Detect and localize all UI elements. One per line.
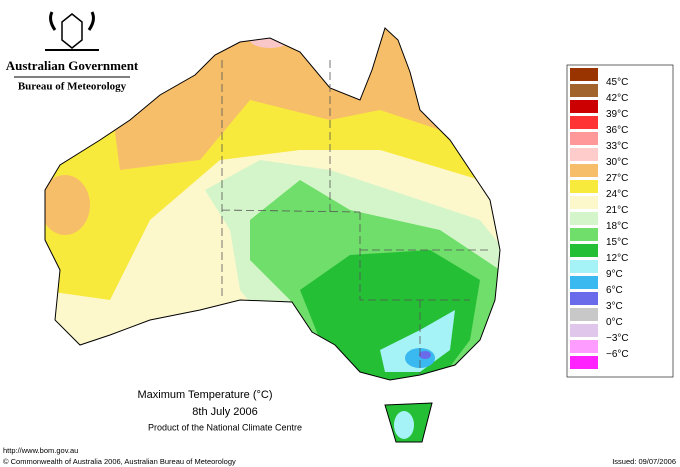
legend-swatch	[570, 116, 598, 129]
legend-label: 36°C	[606, 125, 628, 136]
legend-label: 42°C	[606, 93, 628, 104]
map-date: 8th July 2006	[192, 406, 257, 418]
legend-label: −3°C	[606, 333, 629, 344]
legend-frame	[566, 64, 674, 378]
legend-swatch	[570, 308, 598, 321]
legend-label: 21°C	[606, 205, 628, 216]
map-title: Maximum Temperature (°C)	[137, 389, 272, 401]
legend-swatch	[570, 100, 598, 113]
legend-label: 12°C	[606, 253, 628, 264]
legend-label: 45°C	[606, 77, 628, 88]
footer-url: http://www.bom.gov.au	[3, 446, 78, 455]
legend-swatch	[570, 292, 598, 305]
legend-label: 15°C	[606, 237, 628, 248]
legend-swatch	[570, 84, 598, 97]
crest	[45, 11, 99, 51]
legend-label: 18°C	[606, 221, 628, 232]
legend-label: 9°C	[606, 269, 623, 280]
bureau-name: Bureau of Meteorology	[18, 81, 127, 93]
coastline	[44, 27, 501, 443]
legend-swatch	[570, 324, 598, 337]
legend-swatch	[570, 132, 598, 145]
legend-swatch	[570, 68, 598, 81]
legend-label: 24°C	[606, 189, 628, 200]
legend-swatch	[570, 244, 598, 257]
legend-label: 6°C	[606, 285, 623, 296]
legend-label: 30°C	[606, 157, 628, 168]
footer-copyright: © Commonwealth of Australia 2006, Austra…	[3, 457, 236, 466]
legend-label: 33°C	[606, 141, 628, 152]
legend-swatch	[570, 180, 598, 193]
legend-swatch	[570, 212, 598, 225]
legend-swatch	[570, 196, 598, 209]
legend-swatch	[570, 276, 598, 289]
legend: 45°C 42°C 39°C 36°C 33°C 30°C 27°C 24°C 21°C 18°C…	[566, 64, 674, 378]
legend-label: −6°C	[606, 349, 629, 360]
legend-label: 39°C	[606, 109, 628, 120]
legend-swatch	[570, 164, 598, 177]
footer-issued: Issued: 09/07/2006	[612, 457, 676, 466]
legend-swatch	[570, 340, 598, 353]
legend-label: 27°C	[606, 173, 628, 184]
legend-swatch	[570, 148, 598, 161]
legend-swatch	[570, 228, 598, 241]
legend-swatch	[570, 260, 598, 273]
legend-label: 0°C	[606, 317, 623, 328]
legend-swatch	[570, 356, 598, 369]
legend-label: 3°C	[606, 301, 623, 312]
government-name: Australian Government	[6, 58, 139, 73]
state-borders	[221, 60, 490, 375]
map-product: Product of the National Climate Centre	[148, 422, 302, 432]
